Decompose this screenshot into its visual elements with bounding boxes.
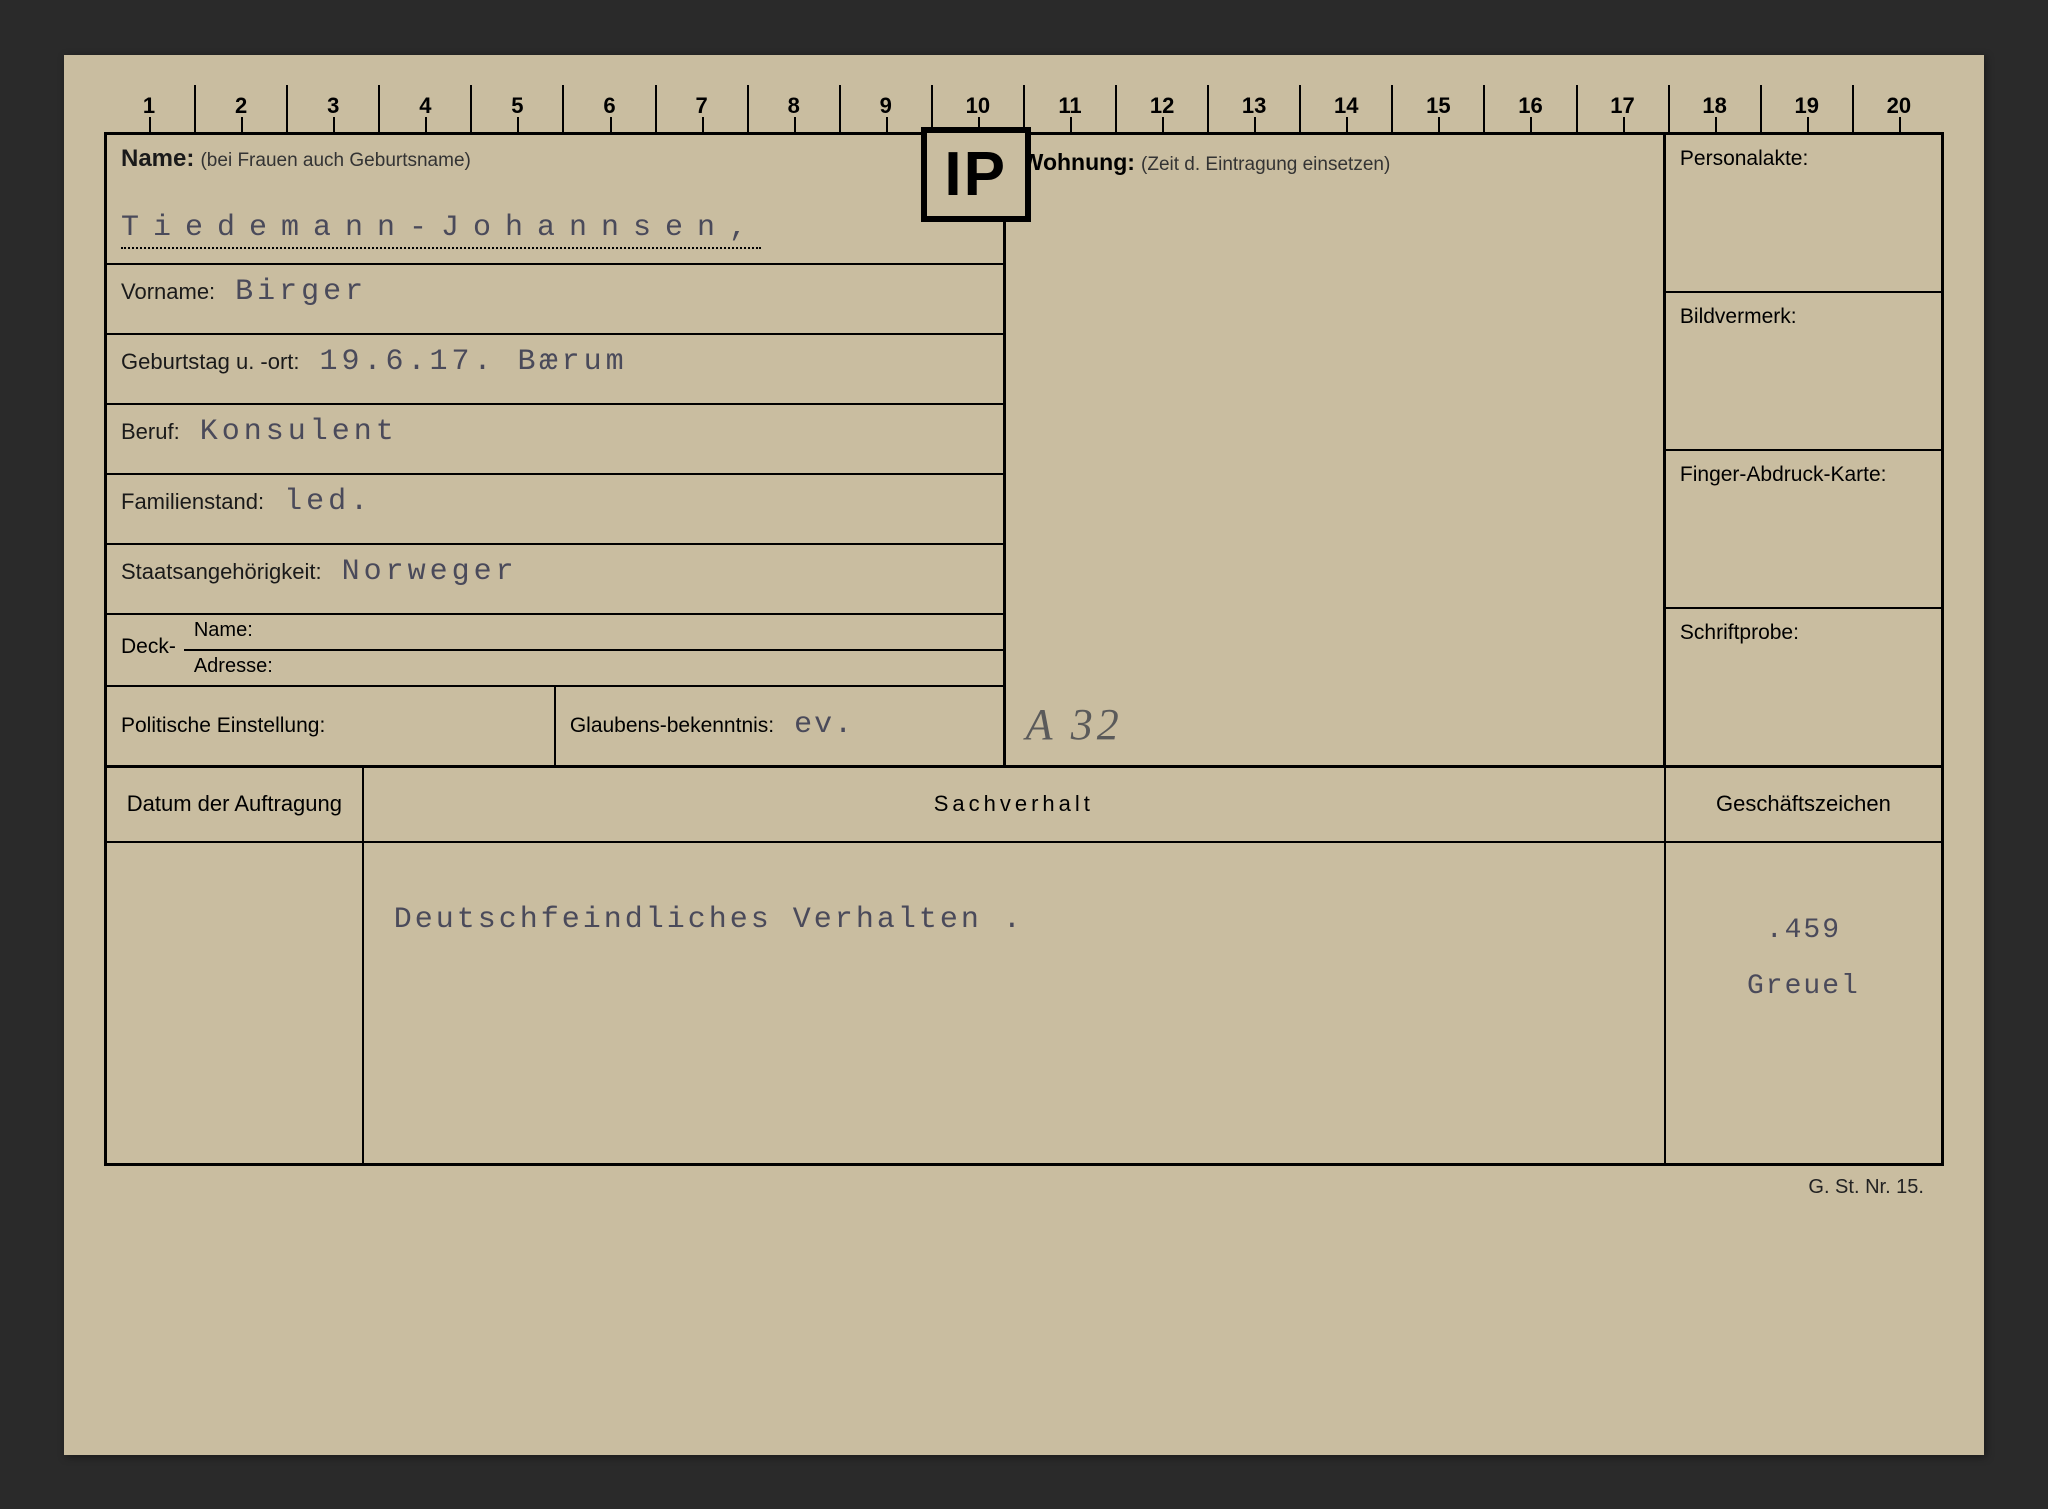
- ruler-tick: 2: [196, 85, 288, 132]
- ruler-tick: 9: [841, 85, 933, 132]
- ruler-tick: 3: [288, 85, 380, 132]
- schriftprobe-cell: Schriftprobe:: [1666, 609, 1941, 765]
- name-value: Tiedemann-Johannsen,: [121, 211, 761, 249]
- geburtstag-field: Geburtstag u. -ort: 19.6.17. Bærum: [107, 335, 1003, 405]
- staatsang-value: Norweger: [342, 555, 518, 589]
- ruler-tick: 5: [472, 85, 564, 132]
- geschaeft-body: .459 Greuel: [1666, 843, 1941, 1163]
- ruler-tick: 13: [1209, 85, 1301, 132]
- staatsang-field: Staatsangehörigkeit: Norweger: [107, 545, 1003, 615]
- left-column: IP Name: (bei Frauen auch Geburtsname) T…: [107, 135, 1006, 765]
- handwritten-note: A 32: [1026, 699, 1123, 750]
- name-label: Name:: [121, 145, 194, 172]
- vorname-label: Vorname:: [121, 279, 215, 305]
- glaubens-value: ev.: [794, 706, 854, 745]
- geburtstag-value: 19.6.17. Bærum: [320, 345, 628, 379]
- main-grid: IP Name: (bei Frauen auch Geburtsname) T…: [104, 135, 1944, 768]
- ruler-tick: 19: [1762, 85, 1854, 132]
- deck-name-label: Name:: [184, 615, 1003, 651]
- form-number: G. St. Nr. 15.: [104, 1166, 1944, 1199]
- politische-row: Politische Einstellung: Glaubens-bekennt…: [107, 687, 1003, 765]
- ruler-tick: 14: [1301, 85, 1393, 132]
- familienstand-label: Familienstand:: [121, 489, 264, 515]
- right-column: Personalakte: Bildvermerk: Finger-Abdruc…: [1666, 135, 1941, 765]
- name-field: IP Name: (bei Frauen auch Geburtsname) T…: [107, 135, 1003, 265]
- ruler-tick: 15: [1393, 85, 1485, 132]
- glaubens-label: Glaubens-bekenntnis:: [570, 712, 774, 739]
- ruler-tick: 17: [1578, 85, 1670, 132]
- sachverhalt-header: Sachverhalt: [364, 768, 1666, 843]
- ruler-tick: 8: [749, 85, 841, 132]
- geschaeft-number: .459: [1696, 903, 1911, 959]
- geschaeft-text: Greuel: [1696, 959, 1911, 1015]
- deck-adresse-label: Adresse:: [184, 651, 1003, 685]
- beruf-label: Beruf:: [121, 419, 180, 445]
- ruler-tick: 10: [933, 85, 1025, 132]
- ruler-tick: 1: [104, 85, 196, 132]
- wohnung-header: Wohnung: (Zeit d. Eintragung einsetzen): [1006, 135, 1663, 190]
- ruler-tick: 6: [564, 85, 656, 132]
- beruf-value: Konsulent: [200, 415, 398, 449]
- finger-cell: Finger-Abdruck-Karte:: [1666, 451, 1941, 609]
- ruler-tick: 4: [380, 85, 472, 132]
- middle-column: Wohnung: (Zeit d. Eintragung einsetzen) …: [1006, 135, 1666, 765]
- deck-field: Deck- Name: Adresse:: [107, 615, 1003, 687]
- bottom-grid: Datum der Auftragung Sachverhalt Geschäf…: [104, 768, 1944, 1166]
- geburtstag-label: Geburtstag u. -ort:: [121, 349, 300, 375]
- datum-header: Datum der Auftragung: [107, 768, 364, 843]
- name-sublabel: (bei Frauen auch Geburtsname): [200, 150, 470, 171]
- geschaeft-header: Geschäftszeichen: [1666, 768, 1941, 843]
- vorname-value: Birger: [235, 275, 367, 309]
- bildvermerk-cell: Bildvermerk:: [1666, 293, 1941, 451]
- beruf-field: Beruf: Konsulent: [107, 405, 1003, 475]
- ruler-tick: 18: [1670, 85, 1762, 132]
- ruler-tick: 20: [1854, 85, 1944, 132]
- familienstand-field: Familienstand: led.: [107, 475, 1003, 545]
- ruler-tick: 7: [657, 85, 749, 132]
- staatsang-label: Staatsangehörigkeit:: [121, 559, 322, 585]
- ruler-tick: 12: [1117, 85, 1209, 132]
- personalakte-cell: Personalakte:: [1666, 135, 1941, 293]
- datum-body: [107, 843, 364, 1163]
- sachverhalt-body: Deutschfeindliches Verhalten .: [364, 843, 1666, 1163]
- wohnung-label: Wohnung:: [1022, 149, 1135, 175]
- ip-badge: IP: [921, 127, 1031, 222]
- vorname-field: Vorname: Birger: [107, 265, 1003, 335]
- ruler-tick: 16: [1485, 85, 1577, 132]
- index-card: 1 2 3 4 5 6 7 8 9 10 11 12 13 14 15 16 1…: [64, 55, 1984, 1455]
- ruler-tick: 11: [1025, 85, 1117, 132]
- wohnung-sublabel: (Zeit d. Eintragung einsetzen): [1141, 154, 1390, 175]
- deck-label: Deck-: [107, 615, 184, 685]
- politische-label: Politische Einstellung:: [121, 712, 325, 739]
- familienstand-value: led.: [284, 485, 372, 519]
